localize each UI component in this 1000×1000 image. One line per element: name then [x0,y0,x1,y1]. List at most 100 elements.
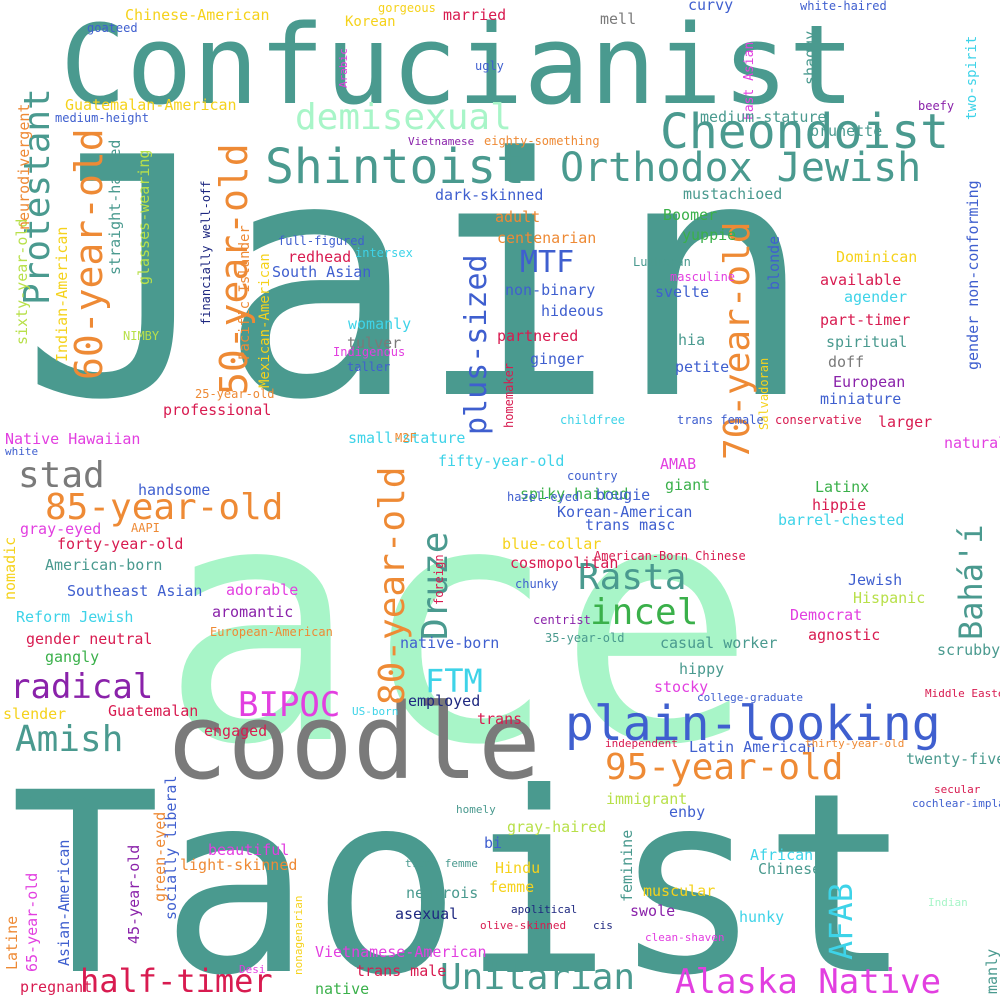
cloud-word: olive-skinned [480,919,567,932]
cloud-word: agender [844,288,908,306]
cloud-word: medium-height [55,111,149,125]
cloud-word: ugly [475,59,504,73]
cloud-word: medium-stature [700,108,827,126]
cloud-word: slender [3,705,67,723]
cloud-word: enby [669,803,706,821]
cloud-word: Hispanic [853,589,926,607]
cloud-word: FTM [425,662,483,700]
cloud-word: trans masc [585,516,676,534]
cloud-word: socially liberal [162,775,180,921]
cloud-word: hippie [812,496,867,514]
cloud-word: Shia [669,331,706,349]
cloud-word: cochlear-implant-using [912,797,1000,810]
cloud-word: masculine [670,270,736,284]
cloud-word: Shintoist [265,139,526,195]
cloud-word: beefy [918,99,955,113]
cloud-word: foreign [432,554,446,605]
cloud-word: asexual [395,905,459,923]
cloud-word: casual worker [660,634,778,652]
cloud-word: Bahá'í [952,524,990,640]
cloud-word: trans female [677,413,764,427]
cloud-word: fifty-year-old [438,452,565,470]
cloud-word: redhead [288,248,352,266]
cloud-word: glasses-wearing [135,149,153,285]
cloud-word: blonde [765,235,783,290]
cloud-word: immigrant [606,790,688,808]
cloud-word: agnostic [808,626,881,644]
cloud-word: Southeast Asian [67,582,203,600]
cloud-word: larger [878,413,933,431]
cloud-word: stocky [654,678,709,696]
cloud-word: femme [489,878,535,896]
cloud-word: bougie [596,486,651,504]
cloud-word: Lutheran [633,255,691,269]
cloud-word: Guatemalan [108,702,199,720]
cloud-word: Rasta [578,557,687,598]
cloud-word: 80-year-old [372,466,413,705]
cloud-word: hazel-eyed [507,490,580,504]
cloud-word: plus-sized [459,254,494,435]
cloud-word: brunette [810,122,883,140]
cloud-word: gender neutral [26,630,153,648]
cloud-word: hunky [739,908,785,926]
cloud-word: Amish [15,719,124,760]
cloud-word: homely [456,803,496,816]
cloud-word: 25-year-old [195,387,275,401]
cloud-word: white [5,445,39,458]
cloud-word: goateed [87,21,138,35]
cloud-word: shaggy [801,30,819,85]
cloud-word: 35-year-old [545,631,625,645]
cloud-word: Indigenous [333,345,406,359]
cloud-word: intersex [355,246,413,260]
cloud-word: giant [665,476,711,494]
cloud-word: white-haired [800,0,887,13]
cloud-word: Jain [20,88,815,472]
cloud-word: centrist [533,613,591,627]
cloud-word: trans [477,710,523,728]
cloud-word: Latinx [815,478,870,496]
cloud-word: MTF [520,245,575,280]
cloud-word: Desi [239,963,266,976]
cloud-word: gender non-conforming [964,180,982,370]
cloud-word: country [567,469,618,483]
cloud-word: partnered [497,327,579,345]
cloud-word: mustachioed [683,185,783,203]
cloud-word: forty-year-old [57,535,184,553]
cloud-word: aromantic [212,603,294,621]
cloud-word: handsome [138,481,211,499]
cloud-word: gorgeous [378,1,436,15]
cloud-word: employed [408,692,481,710]
cloud-word: twenty-five-year-old [906,750,1000,768]
cloud-word: incel [590,592,699,633]
cloud-word: financially well-off [199,180,213,326]
cloud-word: feminine [618,829,636,902]
cloud-word: Chinese-American [125,6,270,24]
cloud-word: Latine [3,915,21,970]
cloud-word: nomadic [1,536,19,600]
cloud-word: engaged [204,722,268,740]
cloud-word: 95-year-old [605,747,844,788]
cloud-word: naturalized [944,434,1000,452]
cloud-word: NIMBY [123,329,160,343]
cloud-word: swole [630,902,676,920]
cloud-word: homemaker [502,362,516,428]
cloud-word: ace [160,433,757,817]
cloud-word: massive [28,791,92,809]
cloud-word: ginger [530,350,585,368]
cloud-word: Boomer [663,206,718,224]
cloud-word: gray-haired [507,818,607,836]
cloud-word: independent [605,737,678,750]
cloud-word: married [443,6,507,24]
cloud-word: Taoist [10,739,914,1000]
cloud-word: two-spirit [964,35,980,120]
cloud-word: Arabic [337,48,350,88]
cloud-word: centenarian [497,229,597,247]
cloud-word: American-Born Chinese [594,549,746,563]
cloud-word: Vietnamese [408,135,475,148]
cloud-word: 65-year-old [23,872,41,972]
cloud-word: South Asian [272,263,372,281]
cloud-word: svelte [655,283,710,301]
cloud-word: native [315,980,370,998]
cloud-word: African [750,846,814,864]
